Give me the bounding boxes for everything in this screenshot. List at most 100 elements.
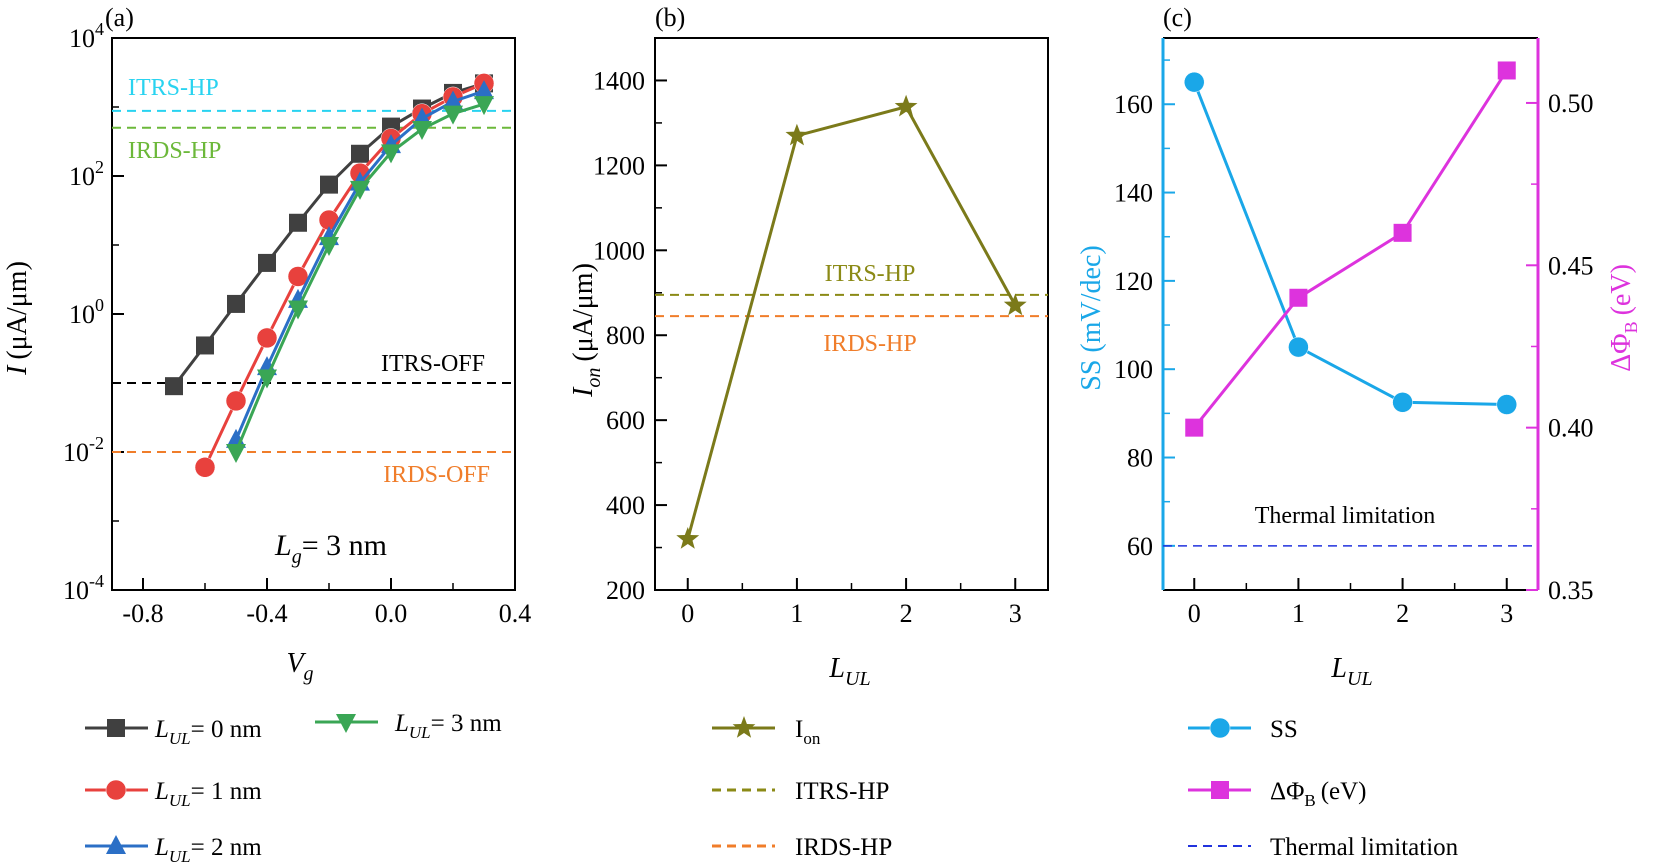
panel-a-series-line (203, 82, 485, 468)
panel-a-data-point (227, 294, 245, 313)
svg-text:Thermal limitation: Thermal limitation (1270, 834, 1459, 861)
panel-a-data-point (412, 120, 432, 140)
panel-c-x-title: LUL (1330, 653, 1372, 690)
panel-b-reference-lines: ITRS-HP IRDS-HP (655, 261, 1048, 357)
panel-c-ref-label: Thermal limitation (1255, 503, 1436, 529)
panel-a-ref-label: IRDS-OFF (383, 462, 490, 488)
panel-c-y-left-tick-label: 60 (1127, 532, 1153, 561)
panel-c-data-point (1288, 336, 1309, 358)
panel-b-y-tick-label: 1000 (593, 236, 645, 265)
panel-a-data-point (351, 144, 369, 163)
legend-a-item-2: LUL= 2 nm (85, 834, 262, 866)
panel-a-data-point (320, 175, 338, 194)
panel-a-data-point (443, 90, 463, 110)
panel-b-y-tick-label: 400 (606, 491, 645, 520)
legend-c-item-phi: ΔΦB (eV) (1188, 778, 1367, 810)
panel-a-data-point (474, 96, 494, 116)
panel-c-y-right-tick-label: 0.40 (1548, 414, 1594, 443)
svg-text:ΔΦB(eV): ΔΦB (eV) (1270, 778, 1367, 810)
svg-text:LUL= 0 nm: LUL= 0 nm (154, 716, 262, 748)
panel-b-y-tick-label: 600 (606, 406, 645, 435)
panel-c-x-ticks: 0 1 2 3 (1188, 578, 1513, 628)
svg-text:Ion: Ion (795, 716, 821, 748)
svg-text:LUL= 3 nm: LUL= 3 nm (394, 710, 502, 742)
panel-c-data-point (1184, 71, 1205, 93)
legend-b: Ion ITRS-HP IRDS-HP (712, 716, 892, 861)
panel-b-series (676, 94, 1027, 549)
panel-a-ref-label: ITRS-OFF (381, 351, 485, 377)
panel-c-series (1184, 61, 1517, 437)
panel-a: (a) 10-4 10-2 100 102 104 -0.8 -0.4 0.0 0.4 ITR… (2, 3, 531, 685)
legend-a-item-3: LUL= 3 nm (315, 710, 502, 742)
panel-c-x-tick-label: 2 (1396, 599, 1409, 628)
panel-b-x-title: LUL (828, 653, 870, 690)
panel-b-data-point (785, 123, 809, 146)
panel-c-x-tick-label: 0 (1188, 599, 1201, 628)
legend-b-item-irds: IRDS-HP (712, 834, 892, 861)
panel-b-ref-label: IRDS-HP (823, 331, 916, 357)
panel-a-y-tick-label: 10-2 (63, 433, 104, 467)
legend-a-item-1: LUL= 1 nm (85, 778, 262, 810)
panel-a-x-tick-label: 0.0 (375, 599, 408, 628)
panel-a-x-ticks: -0.8 -0.4 0.0 0.4 (122, 578, 531, 628)
legend-a-marker (106, 835, 126, 854)
panel-b-series-line (686, 105, 1017, 540)
panel-b-tag: (b) (655, 3, 685, 32)
svg-text:LUL= 1 nm: LUL= 1 nm (154, 778, 262, 810)
svg-text:IRDS-HP: IRDS-HP (795, 834, 892, 861)
panel-a-data-point (257, 369, 277, 389)
panel-a-data-point (196, 336, 214, 355)
panel-b-x-tick-label: 1 (790, 599, 803, 628)
panel-c-y-right-tick-label: 0.50 (1548, 89, 1594, 118)
panel-c-data-point (1497, 61, 1516, 80)
legend-a: LUL= 0 nm LUL= 1 nm LUL= 2 nm LUL= 3 nm (85, 710, 502, 866)
panel-a-ref-label: IRDS-HP (128, 138, 221, 164)
panel-c-series-line (1192, 81, 1507, 406)
svg-text:SS: SS (1270, 716, 1298, 743)
panel-a-y-tick-label: 100 (69, 295, 104, 329)
panel-c-y-title-right: ΔΦB(eV) (1606, 264, 1641, 372)
panel-a-tag: (a) (105, 3, 134, 32)
panel-b-y-ticks: 200 400 600 800 1000 1200 1400 (593, 37, 667, 605)
panel-c-y-left-tick-label: 160 (1114, 90, 1153, 119)
panel-a-x-title: Vg (286, 648, 313, 685)
panel-a-x-tick-label: -0.4 (246, 599, 287, 628)
panel-c-reference-lines: Thermal limitation (1163, 503, 1538, 547)
panel-c-tag: (c) (1163, 3, 1192, 32)
panel-c-data-point (1185, 418, 1204, 437)
panel-c-y-title-left: SS (mV/dec) (1076, 245, 1107, 390)
panel-a-data-point (381, 144, 401, 164)
panel-a-data-point (194, 457, 216, 478)
legend-b-item-itrs: ITRS-HP (712, 778, 889, 805)
panel-b-x-tick-label: 3 (1009, 599, 1022, 628)
legend-a-marker (336, 714, 356, 733)
panel-c-y-left-tick-label: 140 (1114, 179, 1153, 208)
panel-a-data-point (165, 377, 183, 396)
panel-c-y-right-tick-label: 0.45 (1548, 251, 1594, 280)
panel-b-y-tick-label: 200 (606, 576, 645, 605)
panel-c-y-left-tick-label: 120 (1114, 267, 1153, 296)
panel-b-x-tick-label: 0 (681, 599, 694, 628)
panel-a-x-tick-label: -0.8 (122, 599, 163, 628)
panel-a-data-point (258, 253, 276, 272)
panel-a-y-title: I(μA/μm) (2, 261, 33, 376)
panel-a-series (165, 73, 495, 478)
legend-c: SS ΔΦB (eV) Thermal limitation (1188, 716, 1459, 861)
panel-c-series-line (1193, 69, 1509, 429)
panel-b-y-tick-label: 1400 (593, 66, 645, 95)
panel-c-data-point (1496, 394, 1517, 415)
legend-c-marker (1211, 781, 1229, 799)
panel-c-y-ticks-right: 0.35 0.40 0.45 0.50 (1526, 89, 1594, 605)
legend-a-marker (105, 779, 127, 801)
panel-a-data-point (225, 390, 247, 412)
panel-b-data-point (894, 94, 918, 117)
panel-c-data-point (1393, 223, 1412, 242)
panel-c-y-left-tick-label: 80 (1127, 444, 1153, 473)
panel-b-data-point (676, 527, 700, 549)
legend-c-item-ss: SS (1188, 716, 1298, 743)
panel-a-data-point (256, 327, 278, 349)
legend-a-marker (107, 719, 125, 737)
legend-c-item-thermal: Thermal limitation (1188, 834, 1459, 861)
panel-c-data-point (1289, 288, 1308, 307)
